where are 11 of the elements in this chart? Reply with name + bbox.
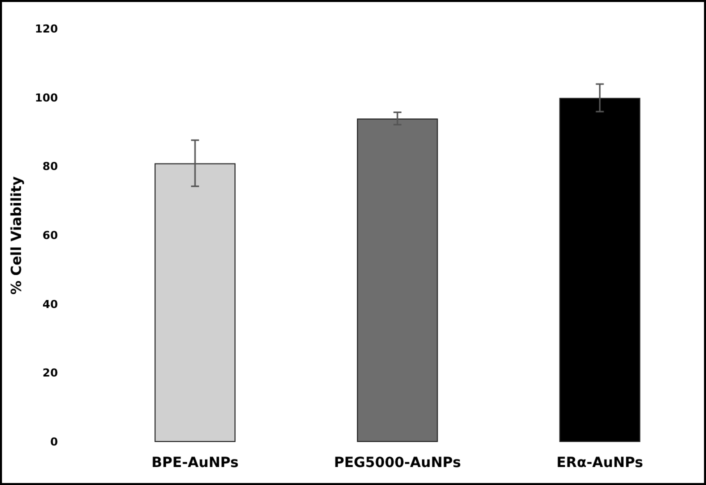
y-tick-label: 40: [42, 298, 58, 311]
x-tick-label: ERα-AuNPs: [556, 455, 644, 471]
y-axis-title: % Cell Viability: [9, 176, 25, 295]
y-tick-label: 0: [50, 436, 58, 448]
y-tick-label: 100: [34, 91, 58, 104]
y-tick-label: 60: [42, 229, 58, 242]
x-tick-label: PEG5000-AuNPs: [334, 455, 461, 471]
y-tick-label: 120: [34, 22, 58, 36]
y-tick-label: 20: [42, 366, 58, 380]
x-tick-label: BPE-AuNPs: [151, 455, 239, 471]
y-tick-label: 80: [42, 160, 58, 174]
